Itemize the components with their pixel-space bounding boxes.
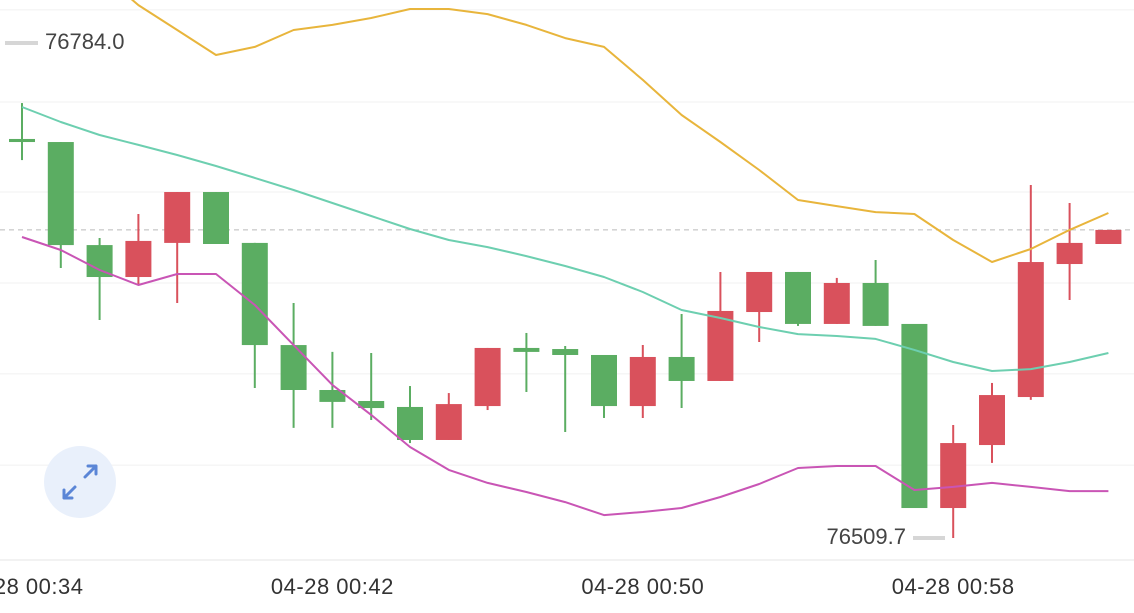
candle-body	[474, 347, 501, 407]
candle-body	[513, 347, 540, 352]
candle-body	[979, 395, 1005, 446]
candle-body	[125, 240, 152, 278]
candle-body	[785, 271, 811, 324]
candle-body	[280, 345, 307, 390]
x-axis-labels: 04-28 00:34 04-28 00:42 04-28 00:50 04-28 0…	[0, 574, 1015, 599]
expand-icon	[62, 464, 98, 500]
candle-body	[319, 389, 346, 402]
candle-body	[241, 242, 268, 346]
candle-body	[940, 443, 967, 509]
band-line	[21, 106, 1109, 372]
plot-area	[0, 0, 1134, 538]
candle-body	[552, 349, 579, 355]
candle-body	[668, 356, 695, 381]
band-line	[21, 236, 1109, 517]
candle-body	[435, 404, 462, 440]
candle-body	[823, 282, 850, 324]
candle-body	[86, 245, 113, 278]
candle-body	[629, 356, 656, 407]
band-line	[130, 0, 1109, 263]
expand-button[interactable]	[44, 446, 116, 518]
candle-body	[9, 138, 35, 143]
candle-body	[203, 192, 229, 244]
candle-body	[862, 282, 889, 326]
candle-body	[591, 354, 617, 407]
candle-body	[707, 310, 734, 381]
candle-body	[1095, 229, 1122, 244]
high-marker-label: 76784.0	[45, 29, 125, 54]
x-tick-label: 04-28 00:42	[271, 574, 394, 599]
candle-body	[1056, 242, 1083, 265]
candle-body	[47, 142, 74, 246]
candle-body	[164, 192, 191, 243]
candle-body	[746, 271, 773, 313]
expand-button-bg[interactable]	[44, 446, 116, 518]
candle-body	[397, 406, 423, 440]
candle-body	[358, 401, 385, 409]
x-tick-label: 04-28 00:58	[892, 574, 1015, 599]
price-markers: 76784.0 76509.7	[5, 29, 945, 549]
low-marker-label: 76509.7	[826, 524, 906, 549]
x-tick-label: 04-28 00:50	[581, 574, 704, 599]
candle-body	[1017, 262, 1044, 398]
candle-body	[901, 323, 928, 509]
x-tick-label: 04-28 00:34	[0, 574, 83, 599]
